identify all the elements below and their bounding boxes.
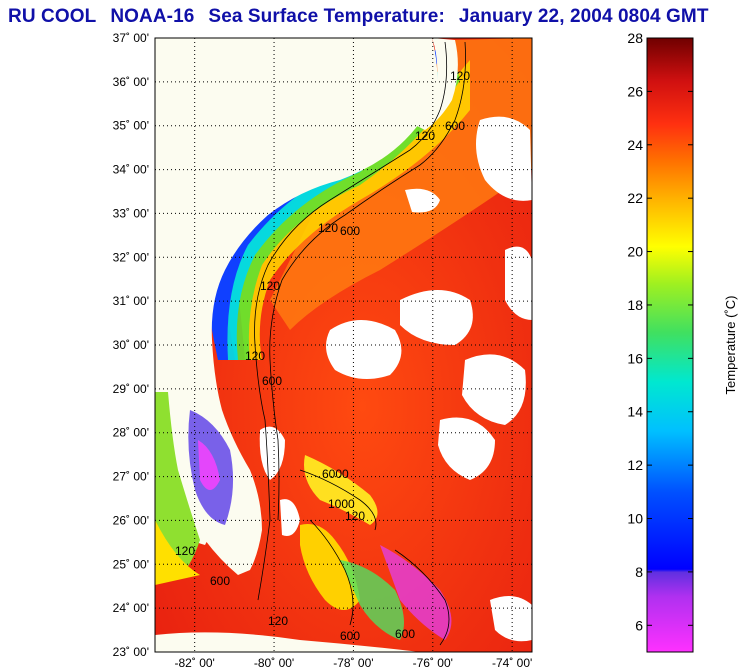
- contour-label: 120: [245, 349, 265, 363]
- cloud-cover: [259, 116, 532, 642]
- colorbar-tick-label: 10: [627, 511, 643, 527]
- contour-label: 120: [415, 129, 435, 143]
- latitude-tick-label: 25˚ 00': [113, 557, 149, 571]
- colorbar-title: Temperature (˚C): [723, 296, 738, 395]
- latitude-tick-label: 30˚ 00': [113, 338, 149, 352]
- colorbar-tick-label: 26: [627, 83, 643, 99]
- bahamas-bank-little: [304, 455, 378, 525]
- colorbar-tick-label: 12: [627, 457, 643, 473]
- land-southeast-us: [155, 38, 438, 575]
- latitude-tick-label: 36˚ 00': [113, 75, 149, 89]
- latitude-tick-label: 34˚ 00': [113, 163, 149, 177]
- longitude-tick-label: -74˚ 00': [492, 656, 532, 670]
- latitude-tick-label: 29˚ 00': [113, 382, 149, 396]
- gulf-water-yellow: [155, 520, 200, 585]
- latitude-tick-label: 33˚ 00': [113, 206, 149, 220]
- isobath-contours: [254, 41, 466, 646]
- cloud-patch-south: [380, 545, 452, 640]
- latitude-tick-label: 28˚ 00': [113, 426, 149, 440]
- colorbar: [646, 37, 694, 653]
- contour-label: 120: [345, 509, 365, 523]
- contour-label: 120: [450, 69, 470, 83]
- contour-label: 600: [262, 374, 282, 388]
- contour-label: 120: [318, 221, 338, 235]
- longitude-tick-label: -78˚ 00': [333, 656, 373, 670]
- colorbar-tick-label: 14: [627, 404, 643, 420]
- shelf-water-cyan: [212, 55, 452, 360]
- colorbar-tick-label: 28: [627, 30, 643, 46]
- title-program: RU COOL: [8, 6, 97, 27]
- contour-label: 600: [210, 574, 230, 588]
- colorbar-tick-label: 22: [627, 190, 643, 206]
- colorbar-tick-label: 8: [635, 564, 643, 580]
- contour-label: 120: [268, 614, 288, 628]
- latitude-tick-label: 27˚ 00': [113, 470, 149, 484]
- map-area: 120 600 120 600 120 600 120 6000 1000 12…: [155, 38, 532, 652]
- contour-label: 600: [340, 224, 360, 238]
- colorbar-tick-label: 16: [627, 350, 643, 366]
- title-satellite: NOAA-16: [110, 6, 195, 27]
- contour-label: 120: [260, 279, 280, 293]
- contour-label: 600: [340, 629, 360, 643]
- land-outer-banks: [415, 38, 458, 130]
- latitude-tick-label: 23˚ 00': [113, 645, 149, 659]
- bahamas-bank-shallow: [340, 560, 404, 640]
- colorbar-tick-label: 20: [627, 244, 643, 260]
- graticule: [155, 38, 532, 652]
- latitude-tick-label: 37˚ 00': [113, 31, 149, 45]
- colorbar-tick-label: 18: [627, 297, 643, 313]
- latitude-tick-label: 35˚ 00': [113, 119, 149, 133]
- contour-label: 1000: [328, 497, 355, 511]
- contour-label: 6000: [322, 467, 349, 481]
- contour-label: 600: [395, 627, 415, 641]
- latitude-tick-label: 31˚ 00': [113, 294, 149, 308]
- contour-label: 120: [175, 544, 195, 558]
- bahamas-bank-great: [300, 524, 360, 610]
- map-title: RU COOL NOAA-16 Sea Surface Temperature: Ja…: [8, 6, 723, 28]
- cold-cloud-tops: [198, 440, 220, 490]
- title-product: Sea Surface Temperature:: [208, 6, 445, 27]
- longitude-labels: -82˚ 00' -80˚ 00' -78˚ 00' -76˚ 00' -74˚ 00': [175, 656, 533, 670]
- colorbar-ticks: 28 26 24 22 20 18 16 14 12 10 8 6: [627, 30, 693, 633]
- colorbar-tick-label: 6: [635, 617, 643, 633]
- latitude-tick-label: 26˚ 00': [113, 513, 149, 527]
- isobath-labels: 120 600 120 600 120 600 120 6000 1000 12…: [175, 69, 470, 643]
- longitude-tick-label: -82˚ 00': [175, 656, 215, 670]
- latitude-labels: 37˚ 00' 36˚ 00' 35˚ 00' 34˚ 00' 33˚ 00' 32˚ 0…: [113, 31, 149, 659]
- map-frame: [154, 37, 533, 653]
- longitude-tick-label: -80˚ 00': [254, 656, 294, 670]
- land-cuba: [155, 632, 420, 652]
- longitude-tick-label: -76˚ 00': [413, 656, 453, 670]
- colorbar-tick-label: 24: [627, 137, 643, 153]
- gulf-water-green: [155, 392, 200, 580]
- latitude-tick-label: 24˚ 00': [113, 601, 149, 615]
- latitude-tick-label: 32˚ 00': [113, 250, 149, 264]
- title-datetime: January 22, 2004 0804 GMT: [458, 6, 709, 27]
